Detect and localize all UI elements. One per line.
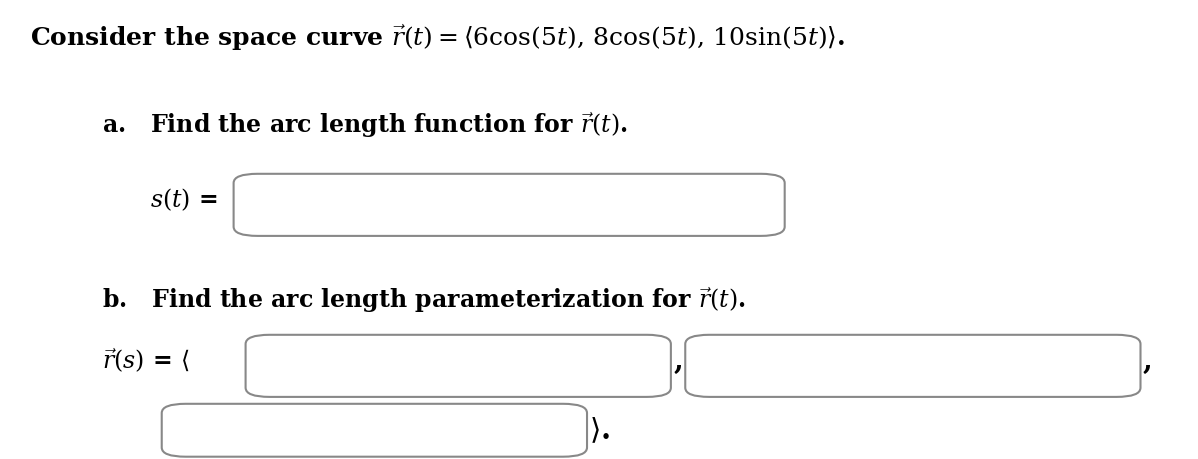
Text: $s(t)$ =: $s(t)$ = (150, 186, 217, 213)
Text: $\rangle$.: $\rangle$. (589, 414, 611, 444)
FancyBboxPatch shape (162, 404, 587, 457)
Text: Consider the space curve $\vec{r}(t) = \langle 6\cos(5t),\, 8\cos(5t),\, 10\sin(: Consider the space curve $\vec{r}(t) = \… (30, 23, 846, 53)
FancyBboxPatch shape (685, 335, 1140, 397)
Text: a.   Find the arc length function for $\vec{r}(t)$.: a. Find the arc length function for $\ve… (102, 110, 628, 140)
Text: ,: , (1143, 347, 1152, 374)
Text: b.   Find the arc length parameterization for $\vec{r}(t)$.: b. Find the arc length parameterization … (102, 285, 745, 314)
Text: $\vec{r}(s)$ = $\langle$: $\vec{r}(s)$ = $\langle$ (102, 346, 189, 375)
FancyBboxPatch shape (246, 335, 671, 397)
Text: ,: , (673, 347, 683, 374)
FancyBboxPatch shape (234, 174, 785, 236)
